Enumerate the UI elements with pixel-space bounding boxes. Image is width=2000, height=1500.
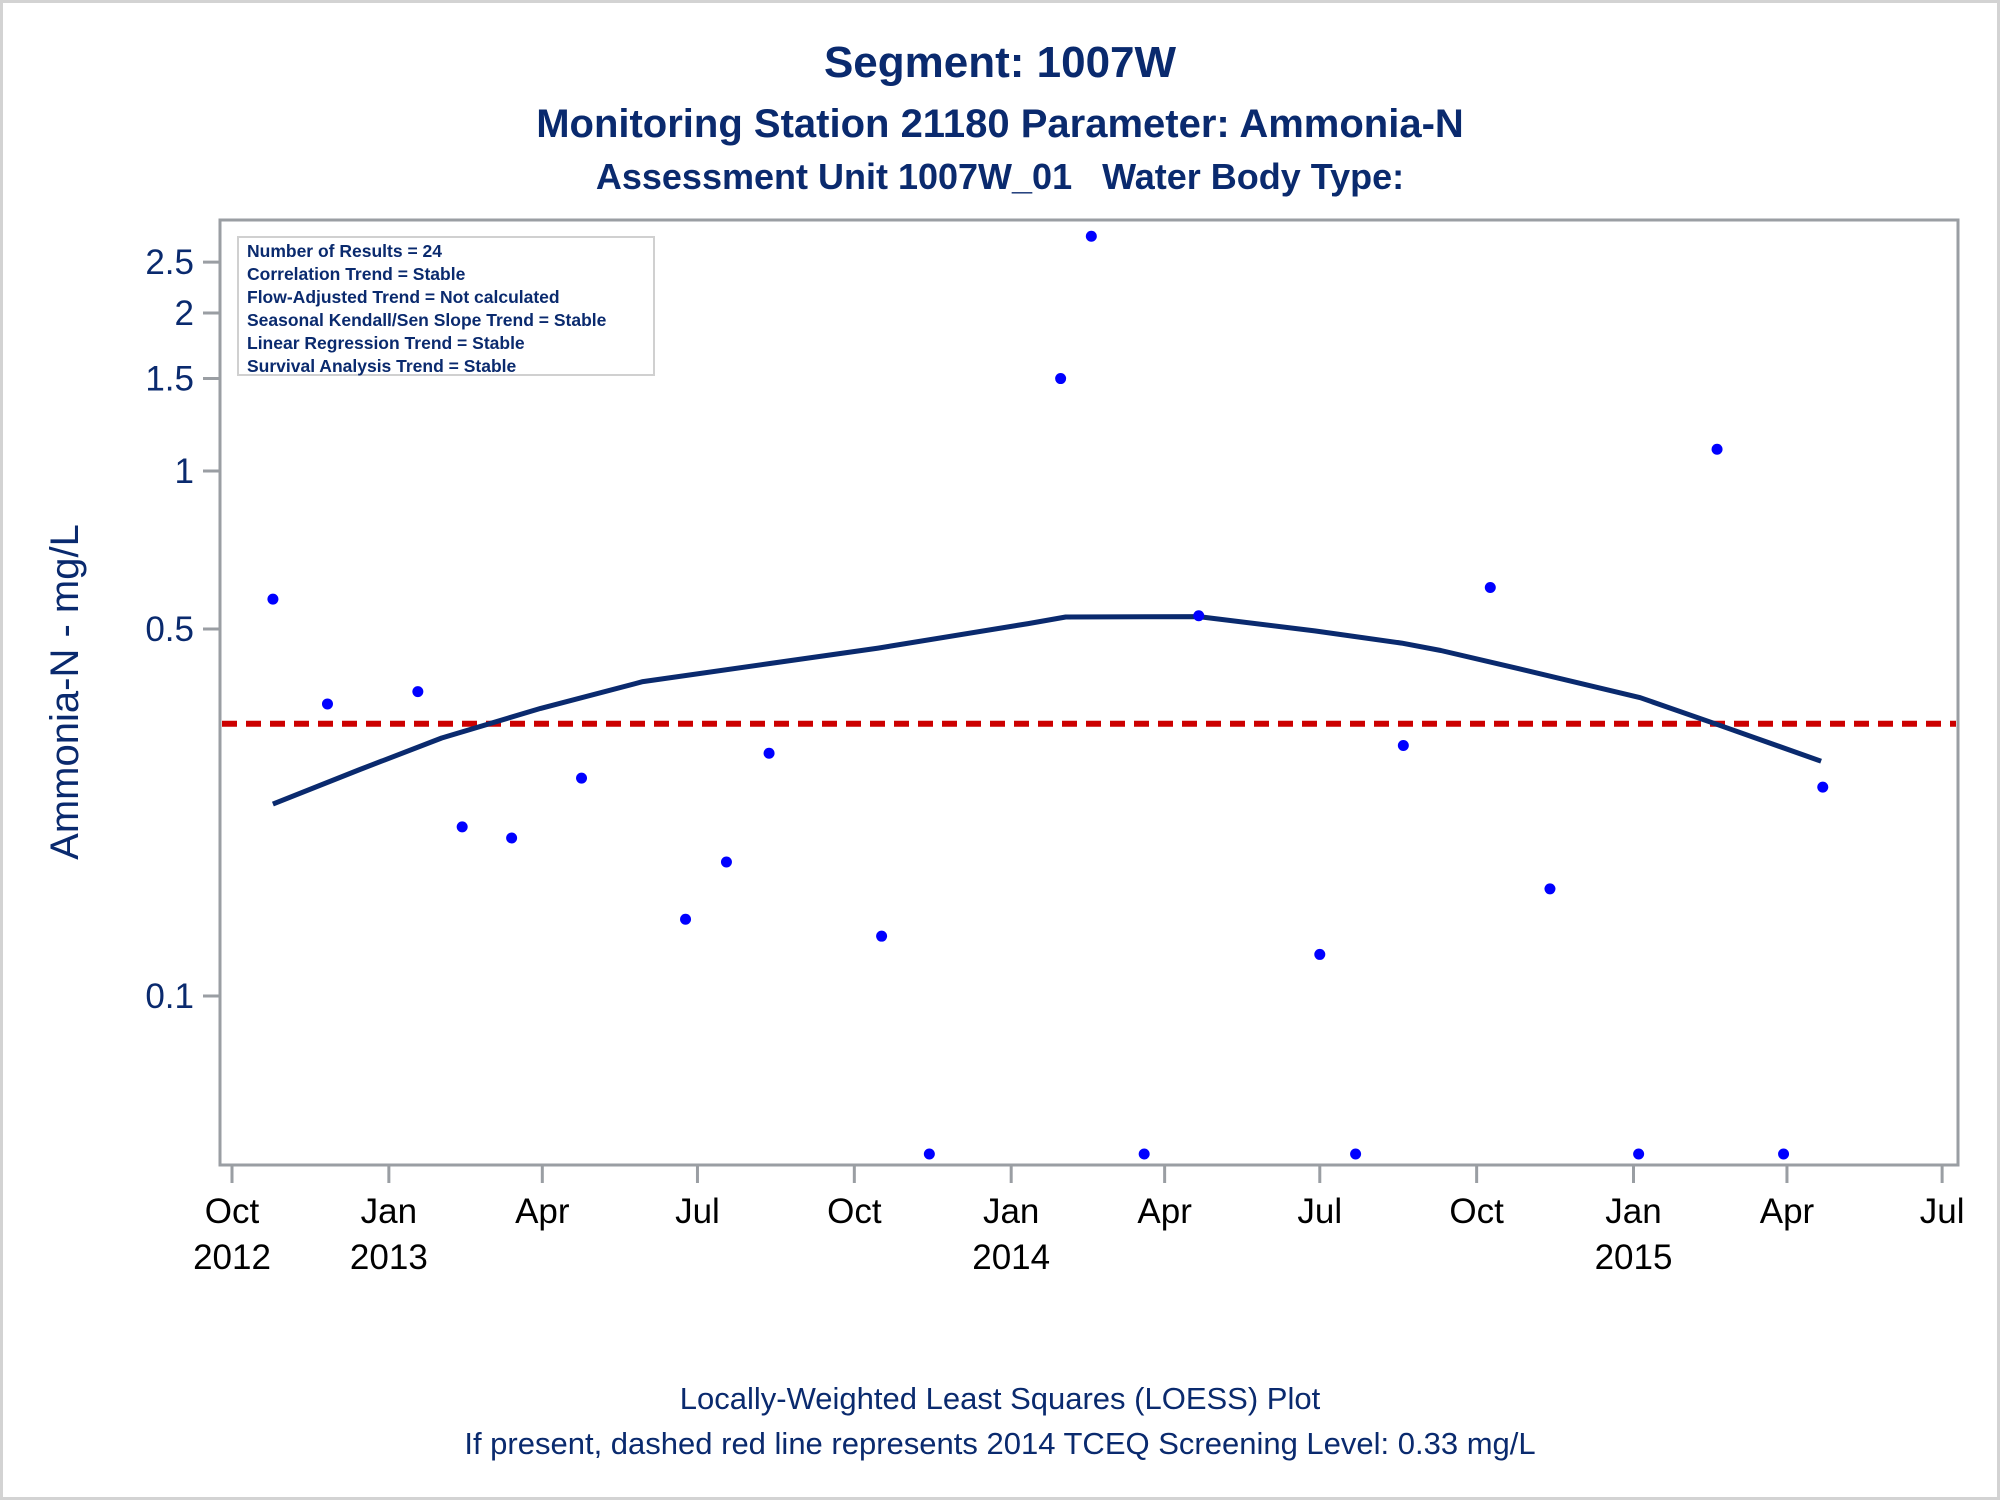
chart-title: Segment: 1007W (823, 38, 1177, 87)
x-tick-label-month: Jul (675, 1192, 720, 1231)
stat-flow-adjusted-trend: Flow-Adjusted Trend = Not calculated (247, 287, 560, 307)
stat-correlation-trend: Correlation Trend = Stable (247, 264, 466, 284)
footnote-screening-level: If present, dashed red line represents 2… (464, 1426, 1536, 1461)
x-tick-label-month: Apr (1760, 1192, 1815, 1231)
data-point (1138, 1148, 1150, 1160)
data-point (412, 686, 424, 698)
x-tick-label-month: Jan (1605, 1192, 1661, 1231)
data-point (576, 772, 588, 784)
plot-frame (218, 218, 1960, 1167)
data-point (1085, 230, 1097, 242)
stat-linear-regression-trend: Linear Regression Trend = Stable (247, 333, 525, 353)
x-tick-label-month: Jan (983, 1192, 1039, 1231)
chart-subtitle-assessment: Assessment Unit 1007W_01 Water Body Type… (595, 156, 1405, 197)
chart-subtitle-station: Monitoring Station 21180 Parameter: Ammo… (536, 102, 1464, 146)
y-tick-label: 2 (175, 294, 194, 333)
x-tick-label-year: 2012 (193, 1238, 271, 1277)
data-point (720, 856, 732, 868)
data-point (680, 913, 692, 925)
loess-curve (271, 614, 1822, 807)
data-point (1778, 1148, 1790, 1160)
data-point (1711, 443, 1723, 455)
y-tick-label: 0.1 (145, 977, 194, 1016)
stat-number-of-results: Number of Results = 24 (247, 241, 442, 261)
x-tick-label-month: Oct (205, 1192, 260, 1231)
data-point (506, 832, 518, 844)
x-tick-label-month: Jul (1920, 1192, 1965, 1231)
trend-stats-box: Number of Results = 24 Correlation Trend… (237, 236, 655, 376)
x-tick-label-month: Oct (827, 1192, 882, 1231)
stat-seasonal-kendall-trend: Seasonal Kendall/Sen Slope Trend = Stabl… (247, 310, 607, 330)
x-tick-label-year: 2015 (1595, 1238, 1673, 1277)
data-point (267, 593, 279, 605)
y-axis-label: Ammonia-N - mg/L (43, 524, 87, 860)
x-tick-label-month: Apr (515, 1192, 570, 1231)
x-tick-label-year: 2013 (350, 1238, 428, 1277)
data-point (763, 747, 775, 759)
data-point (1350, 1148, 1362, 1160)
data-point (1055, 373, 1067, 385)
x-tick-label-month: Jul (1297, 1192, 1342, 1231)
data-point (321, 698, 333, 710)
data-point (1544, 883, 1556, 895)
data-point (876, 930, 888, 942)
x-tick-label-month: Jan (361, 1192, 417, 1231)
y-tick-label: 2.5 (145, 243, 194, 282)
stat-survival-analysis-trend: Survival Analysis Trend = Stable (247, 356, 517, 376)
x-tick-label-month: Oct (1449, 1192, 1504, 1231)
y-tick-label: 0.5 (145, 610, 194, 649)
data-point (1193, 610, 1205, 622)
data-point (1314, 948, 1326, 960)
data-point (1397, 740, 1409, 752)
y-tick-label: 1.5 (145, 360, 194, 399)
data-point (1484, 581, 1496, 593)
data-point (456, 821, 468, 833)
x-tick-label-month: Apr (1137, 1192, 1192, 1231)
data-point (923, 1148, 935, 1160)
footnote-loess: Locally-Weighted Least Squares (LOESS) P… (679, 1381, 1321, 1416)
data-point (1633, 1148, 1645, 1160)
data-point (1817, 781, 1829, 793)
y-tick-label: 1 (175, 452, 194, 491)
x-tick-label-year: 2014 (972, 1238, 1050, 1277)
